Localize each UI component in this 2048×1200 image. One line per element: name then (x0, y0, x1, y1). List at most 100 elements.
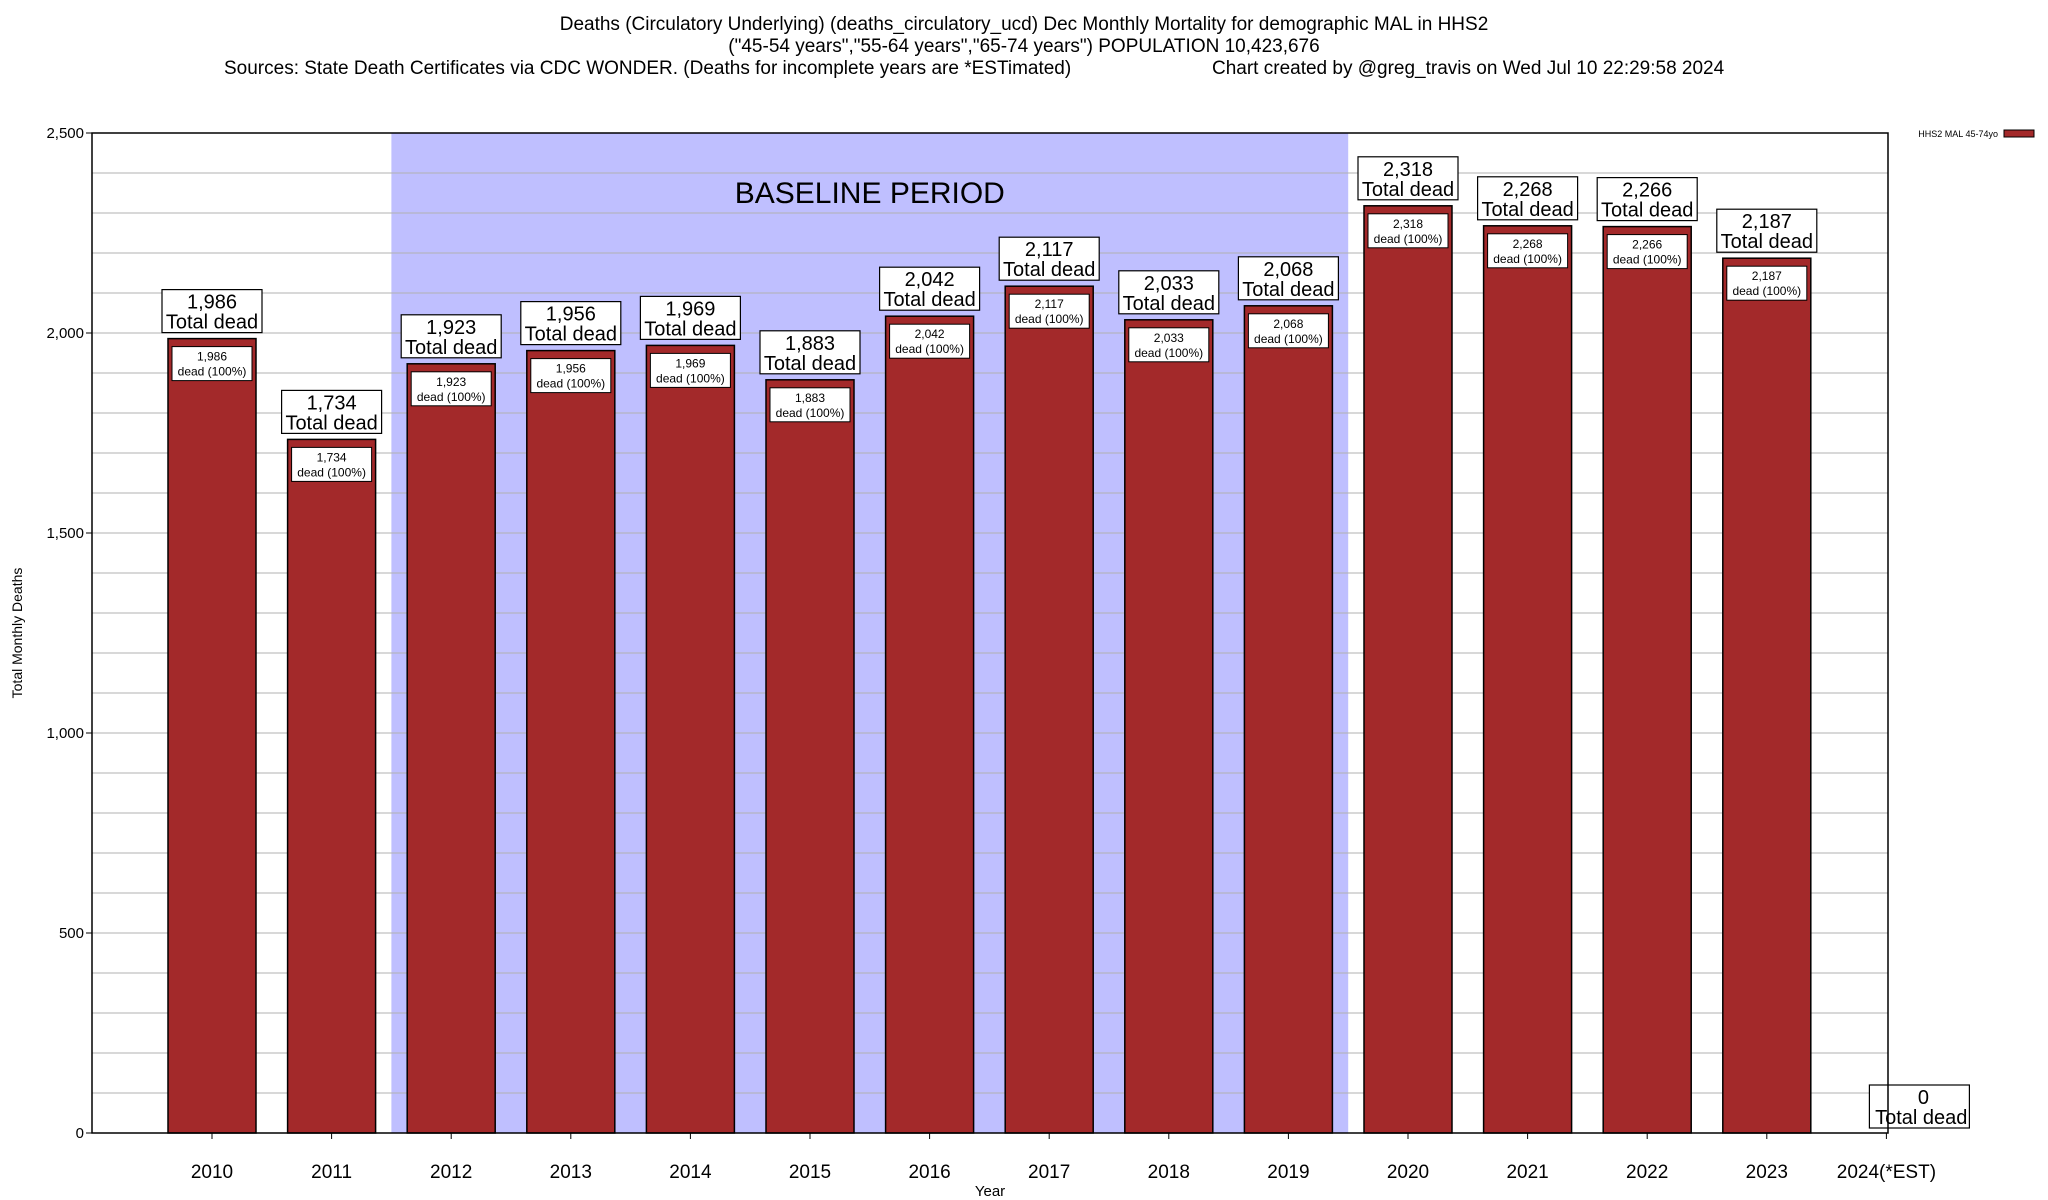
bar-top-label-text: Total dead (1875, 1107, 1967, 1129)
x-tick-label: 2024(*EST) (1837, 1162, 1936, 1183)
y-tick-label: 1,500 (46, 525, 84, 542)
bar-inner-label-value: 2,187 (1752, 269, 1782, 283)
bar-top-label-box (281, 389, 383, 434)
x-tick-label: 2010 (191, 1162, 233, 1183)
bar-inner-label-value: 2,266 (1632, 238, 1662, 252)
bar-inner-label-value: 1,969 (675, 356, 705, 370)
x-tick-label: 2016 (908, 1162, 950, 1183)
bar-inner-label-value: 2,318 (1393, 217, 1423, 231)
bar-inner-label-text: dead (100%) (1015, 312, 1084, 326)
bar-inner-label-box (1487, 233, 1569, 269)
bar-top-label-value: 2,042 (905, 269, 955, 291)
bar-top-label-text: Total dead (883, 289, 975, 311)
x-tick-label: 2012 (430, 1162, 472, 1183)
x-tick-label: 2021 (1506, 1162, 1548, 1183)
bar (765, 379, 855, 1134)
x-tick-label: 2013 (550, 1162, 592, 1183)
bar-inner-label-box (889, 323, 971, 359)
bar-inner-label-text: dead (100%) (1613, 253, 1682, 267)
bar-top-label-box (520, 301, 622, 346)
bar-top-label-text: Total dead (1721, 231, 1813, 253)
bar-top-label-text: Total dead (525, 324, 617, 346)
bar-top-label-text: Total dead (166, 312, 258, 334)
bar-top-label-box (878, 266, 981, 311)
bar-top-label-text: Total dead (644, 318, 736, 340)
bar-top-label-text: Total dead (1003, 259, 1095, 281)
x-tick-label: 2022 (1626, 1162, 1668, 1183)
x-tick-label: 2014 (669, 1162, 712, 1183)
y-tick-label: 2,000 (46, 325, 84, 342)
bar-top-label-box (161, 289, 263, 334)
bar-inner-label-value: 1,986 (197, 350, 227, 364)
bar-inner-label-box (1726, 265, 1808, 301)
bar-inner-label-value: 2,117 (1035, 297, 1064, 311)
y-tick-label: 0 (76, 1125, 84, 1142)
bar-top-label-value: 2,318 (1383, 159, 1433, 181)
chart-title-line-1: Deaths (Circulatory Underlying) (deaths_… (559, 14, 1489, 35)
bar-top-label-value: 2,117 (1025, 239, 1074, 261)
bar (1363, 205, 1453, 1134)
bar-top-label-value: 2,187 (1742, 211, 1792, 233)
bar-inner-label-text: dead (100%) (895, 342, 964, 356)
bar (286, 438, 377, 1134)
y-tick-label: 500 (59, 925, 84, 942)
bar-top-label-value: 0 (1918, 1087, 1929, 1109)
bar-inner-label-text: dead (100%) (536, 377, 605, 391)
x-tick-label: 2020 (1387, 1162, 1429, 1183)
bar-inner-label-text: dead (100%) (656, 371, 725, 385)
x-tick-label: 2017 (1028, 1162, 1070, 1183)
bar (406, 363, 496, 1134)
bar-top-label-text: Total dead (1123, 293, 1215, 315)
bar (1243, 305, 1334, 1134)
x-tick-label: 2019 (1267, 1162, 1309, 1183)
bar-inner-label-box (530, 358, 612, 394)
bar-top-label-value: 2,268 (1503, 179, 1553, 201)
bar-inner-label-box (1606, 234, 1688, 270)
bar-inner-label-value: 1,956 (556, 362, 586, 376)
bar-inner-label-text: dead (100%) (1254, 332, 1323, 346)
bar-top-label-text: Total dead (1601, 200, 1693, 222)
bar-top-label-value: 1,956 (546, 304, 596, 326)
x-tick-label: 2018 (1148, 1162, 1190, 1183)
bar-inner-label-value: 2,042 (915, 327, 945, 341)
bar-inner-label-box (769, 387, 851, 423)
y-tick-label: 1,000 (46, 725, 84, 742)
bar-top-label-text: Total dead (764, 353, 856, 375)
bar-inner-label-value: 2,268 (1513, 237, 1543, 251)
legend-swatch (2003, 129, 2035, 138)
bar-top-label-box (1868, 1084, 1971, 1129)
plot-frame (91, 132, 1889, 1134)
bar-top-label-box (1118, 270, 1220, 315)
x-tick-label: 2023 (1746, 1162, 1788, 1183)
bar-top-label-text: Total dead (1481, 199, 1573, 221)
bar-inner-label-box (1367, 213, 1449, 249)
bar (1482, 225, 1573, 1134)
bar-inner-label-box (1008, 293, 1090, 329)
bar-top-label-value: 2,068 (1263, 259, 1313, 281)
bar-inner-label-value: 1,734 (317, 450, 347, 464)
bar-top-label-box (1357, 156, 1459, 201)
baseline-period-label: BASELINE PERIOD (735, 177, 1005, 210)
bar-top-label-text: Total dead (1242, 279, 1334, 301)
bar-inner-label-box (649, 352, 731, 388)
bar-top-label-value: 1,969 (665, 298, 715, 320)
bar-inner-label-text: dead (100%) (297, 465, 366, 479)
bar-top-label-box (1596, 177, 1698, 222)
bar-inner-label-box (291, 446, 373, 482)
bar-inner-label-text: dead (100%) (1374, 232, 1443, 246)
bar (645, 344, 736, 1134)
bar-inner-label-value: 1,923 (436, 375, 466, 389)
bar-inner-label-text: dead (100%) (178, 365, 247, 379)
bar (1004, 285, 1094, 1134)
bar-top-label-box (759, 330, 861, 375)
bar-inner-label-value: 2,033 (1154, 331, 1184, 345)
bar-inner-label-box (1128, 327, 1210, 363)
bar-top-label-box (639, 295, 742, 340)
bar-inner-label-text: dead (100%) (1134, 346, 1203, 360)
bar-top-label-value: 2,266 (1622, 180, 1672, 202)
bar (1722, 257, 1812, 1134)
bar (884, 315, 975, 1134)
bar-top-label-box (1716, 208, 1818, 253)
bar-top-label-box (400, 314, 502, 359)
